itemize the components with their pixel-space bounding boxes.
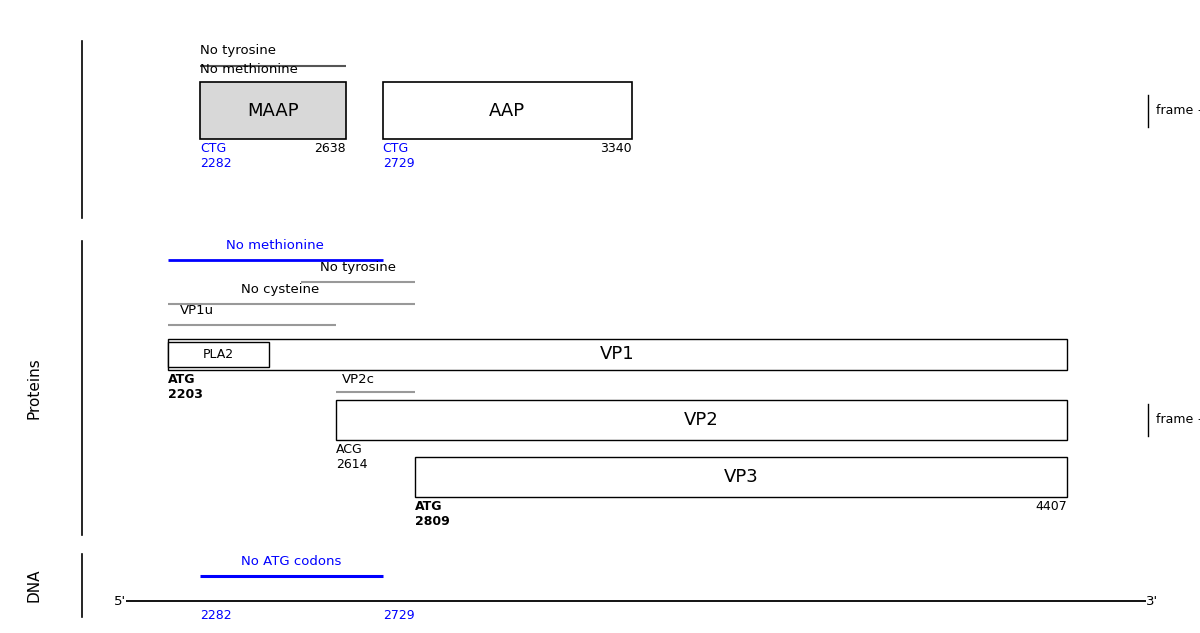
Text: Proteins: Proteins: [26, 357, 41, 418]
FancyBboxPatch shape: [200, 82, 346, 139]
FancyBboxPatch shape: [168, 339, 1067, 370]
Text: ATG
2203: ATG 2203: [168, 373, 203, 401]
Text: No ATG codons: No ATG codons: [241, 555, 342, 568]
Text: DNA: DNA: [26, 569, 41, 602]
Text: 5': 5': [114, 595, 126, 608]
Text: 3': 3': [1146, 595, 1158, 608]
Text: No cysteine: No cysteine: [240, 283, 319, 296]
Text: VP1: VP1: [600, 346, 635, 363]
Text: frame +0: frame +0: [1156, 413, 1200, 427]
FancyBboxPatch shape: [336, 400, 1067, 440]
Text: CTG
2729: CTG 2729: [383, 142, 414, 170]
Text: No methionine: No methionine: [200, 63, 298, 76]
Text: frame +1: frame +1: [1156, 104, 1200, 117]
Text: ACG
2614: ACG 2614: [336, 443, 367, 471]
FancyBboxPatch shape: [168, 342, 269, 367]
Text: MAAP: MAAP: [247, 102, 299, 120]
Text: VP3: VP3: [724, 468, 758, 486]
Text: PLA2: PLA2: [203, 348, 234, 361]
Text: No tyrosine: No tyrosine: [200, 44, 276, 57]
Text: AAP: AAP: [490, 102, 526, 120]
Text: 2638: 2638: [314, 142, 346, 156]
Text: No tyrosine: No tyrosine: [320, 261, 396, 274]
Text: 4407: 4407: [1036, 500, 1067, 513]
FancyBboxPatch shape: [415, 457, 1067, 497]
Text: VP1u: VP1u: [180, 304, 214, 317]
Text: ATG
2809: ATG 2809: [415, 500, 450, 528]
Text: CTG
2282: CTG 2282: [200, 142, 232, 170]
Text: VP2: VP2: [684, 411, 719, 429]
Text: No methionine: No methionine: [227, 239, 324, 252]
FancyBboxPatch shape: [383, 82, 632, 139]
Text: 2282: 2282: [200, 609, 232, 622]
Text: 2729: 2729: [383, 609, 414, 622]
Text: VP2c: VP2c: [342, 373, 374, 386]
Text: 3340: 3340: [600, 142, 632, 156]
